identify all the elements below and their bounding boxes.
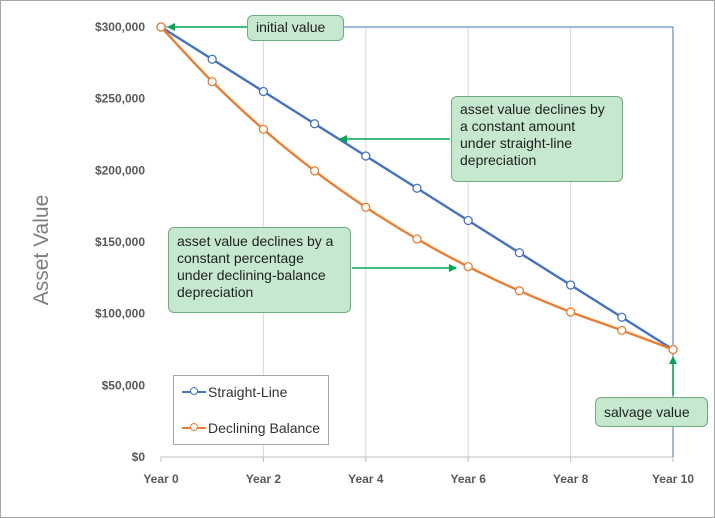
declining-balance-callout: asset value declines by a constant perce…: [168, 227, 351, 313]
data-point-straight-line: [361, 151, 371, 161]
declining-balance-legend-swatch: [182, 423, 206, 431]
x-tick-label: Year 10: [652, 472, 694, 486]
data-point-declining-balance: [258, 124, 269, 134]
data-point-straight-line: [207, 54, 217, 64]
legend: Straight-Line Declining Balance: [173, 375, 329, 445]
legend-label: Declining Balance: [208, 420, 321, 436]
data-point-straight-line: [309, 119, 320, 129]
data-point-straight-line: [617, 312, 627, 322]
data-point-declining-balance: [514, 286, 525, 296]
data-point-declining-balance: [361, 202, 371, 212]
y-tick-label: $100,000: [95, 307, 145, 321]
y-tick-label: $0: [132, 450, 146, 464]
x-tick-label: Year 8: [553, 472, 589, 486]
y-tick-label: $50,000: [102, 378, 146, 392]
data-point-declining-balance: [463, 262, 473, 272]
annotation-arrows: [167, 23, 677, 395]
series-layer: [156, 22, 678, 355]
straight-line-legend-swatch: [182, 387, 206, 395]
data-point-declining-balance: [668, 344, 678, 355]
y-tick-label: $300,000: [95, 20, 145, 34]
y-axis-label: Asset Value: [30, 195, 53, 306]
data-point-declining-balance: [207, 76, 217, 87]
x-tick-label: Year 6: [451, 472, 487, 486]
y-tick-label: $150,000: [95, 235, 145, 249]
legend-item-straight-line: Straight-Line: [182, 382, 287, 402]
y-tick-label: $200,000: [95, 163, 145, 177]
x-tick-label: Year 0: [143, 472, 179, 486]
y-tick-label: $250,000: [95, 92, 145, 106]
legend-item-declining-balance: Declining Balance: [182, 418, 320, 438]
x-tick-label: Year 4: [348, 472, 384, 486]
data-point-declining-balance: [565, 307, 576, 317]
data-point-straight-line: [463, 215, 473, 226]
data-point-straight-line: [412, 183, 422, 193]
data-point-straight-line: [565, 280, 576, 290]
legend-label: Straight-Line: [208, 384, 288, 400]
x-tick-label: Year 2: [246, 472, 282, 486]
initial-value-callout: initial value: [247, 15, 344, 41]
salvage-value-callout: salvage value: [595, 397, 708, 427]
data-point-declining-balance: [617, 325, 627, 336]
data-point-declining-balance: [156, 22, 166, 32]
data-point-declining-balance: [412, 234, 422, 244]
data-point-straight-line: [258, 86, 269, 97]
straight-line-callout: asset value declines by a constant amoun…: [451, 96, 623, 182]
data-point-declining-balance: [309, 166, 320, 176]
data-point-straight-line: [514, 248, 525, 258]
